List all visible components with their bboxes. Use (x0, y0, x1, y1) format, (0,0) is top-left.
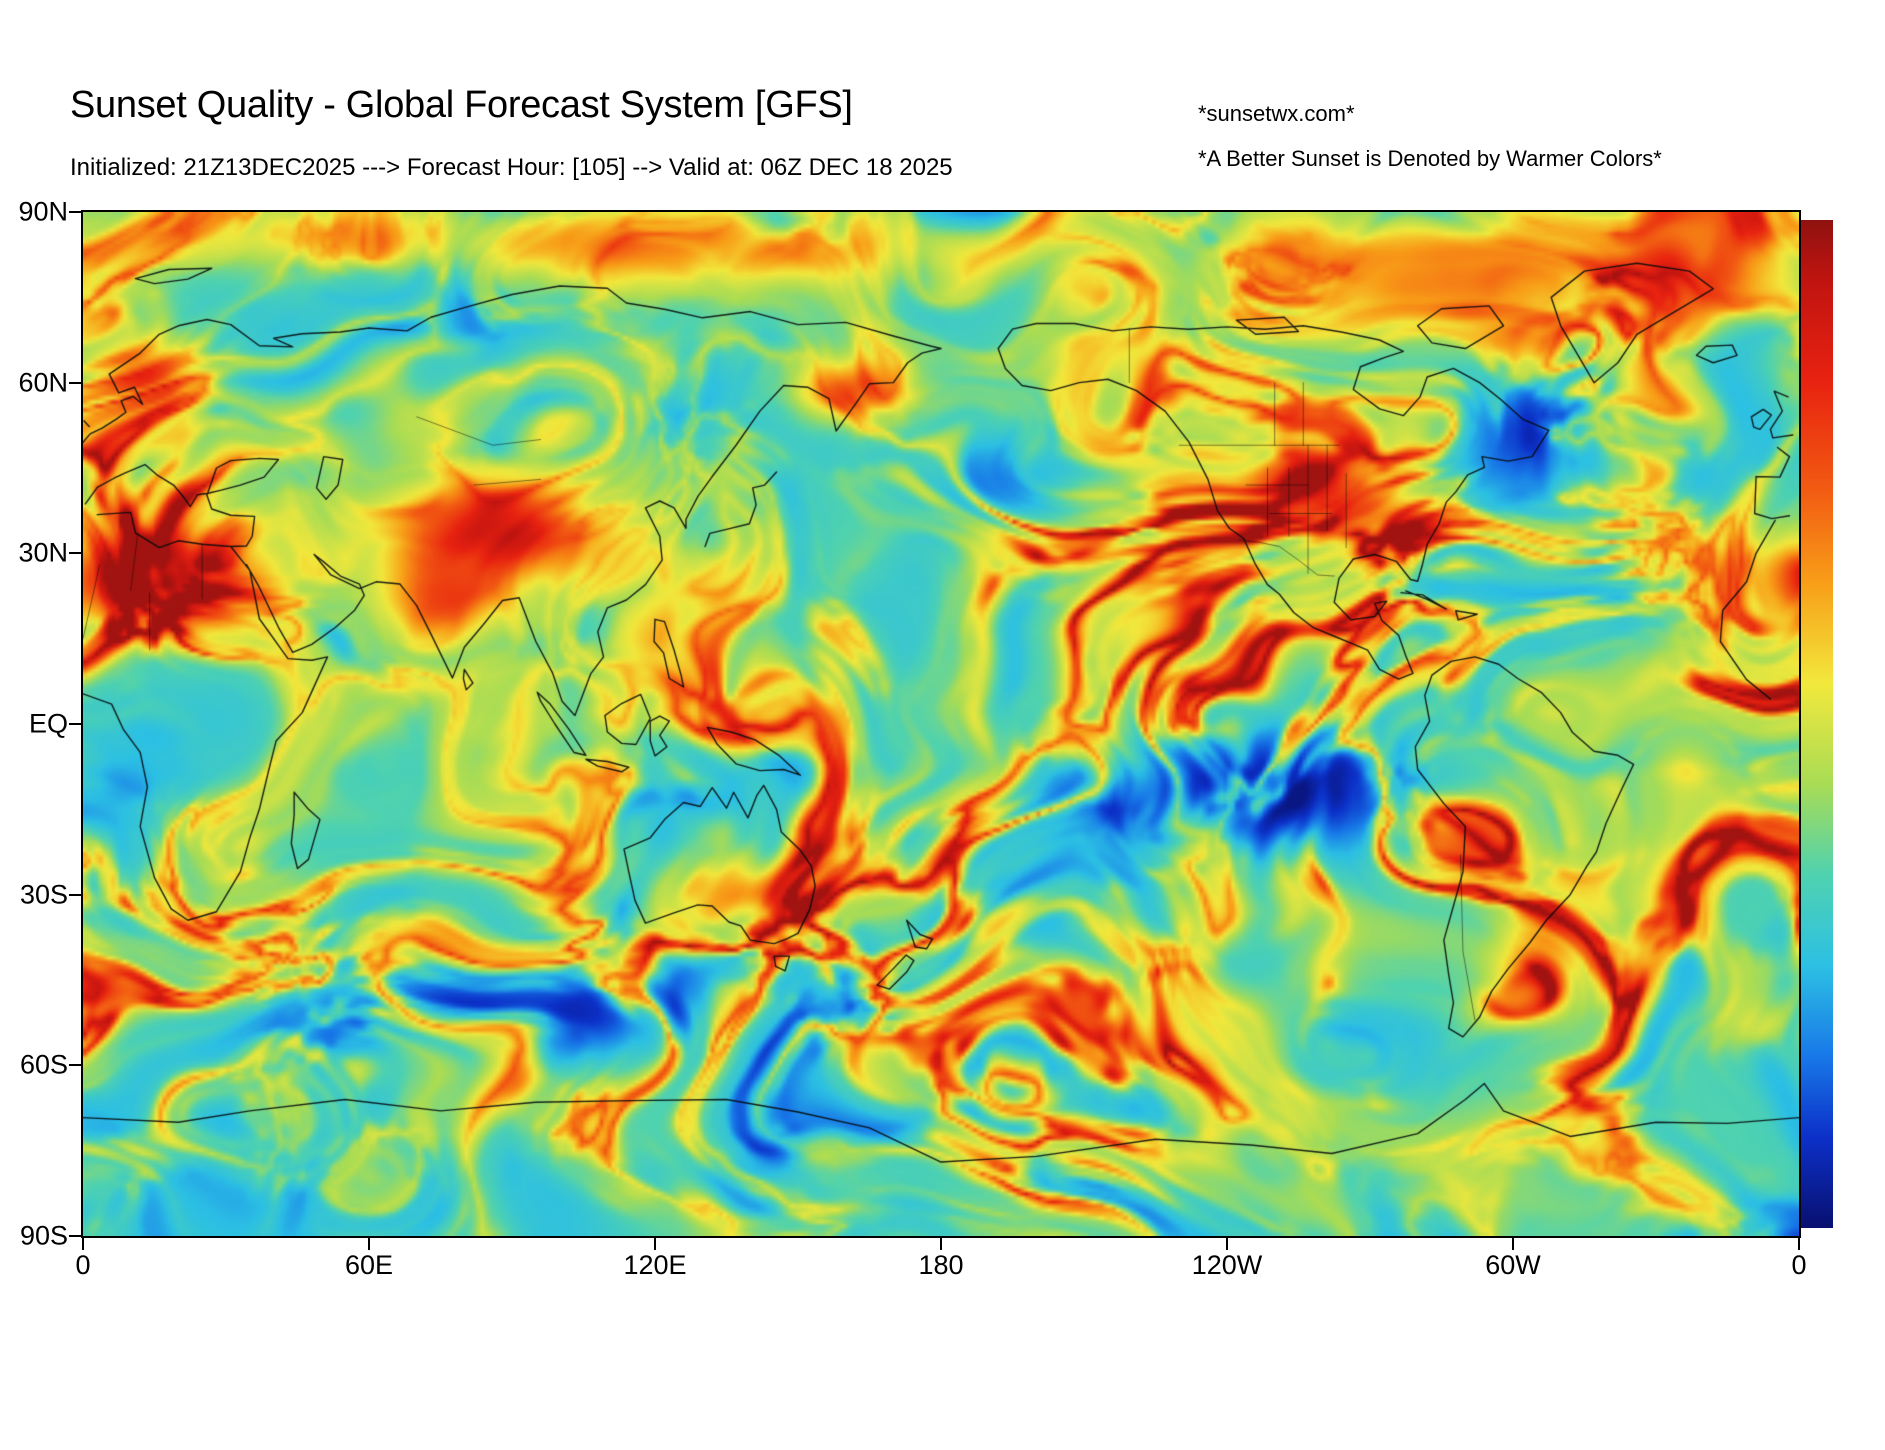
y-axis-tick (69, 723, 81, 725)
x-tick-label: 60E (344, 1250, 394, 1280)
plot-frame (81, 210, 1801, 1238)
watermark-credit: *sunsetwx.com* (1198, 101, 1355, 126)
x-tick-label: 180 (918, 1250, 964, 1280)
x-tick-label: 120E (623, 1250, 687, 1280)
x-axis-tick (82, 1238, 84, 1250)
x-tick-label: 120W (1191, 1250, 1263, 1280)
x-axis-tick (940, 1238, 942, 1250)
x-axis-tick (1512, 1238, 1514, 1250)
figure-title: Sunset Quality - Global Forecast System … (70, 84, 853, 126)
y-tick-label: EQ (28, 708, 68, 739)
world-sunset-quality-heatmap (83, 212, 1799, 1236)
x-axis-tick (1798, 1238, 1800, 1250)
y-axis-tick (69, 552, 81, 555)
y-tick-label: 60S (19, 1049, 68, 1080)
y-axis-tick (69, 381, 81, 384)
x-axis-tick (1226, 1238, 1228, 1250)
y-tick-label: 30N (18, 537, 68, 568)
y-tick-label: 60N (18, 367, 68, 398)
y-tick-label: 90S (19, 1220, 68, 1251)
y-axis-tick (69, 1064, 81, 1067)
x-tick-label: 60W (1485, 1250, 1541, 1280)
figure-subtitle: Initialized: 21Z13DEC2025 ---> Forecast … (70, 154, 953, 181)
colors-explainer-note: *A Better Sunset is Denoted by Warmer Co… (1198, 146, 1662, 171)
x-axis-tick (654, 1238, 656, 1250)
x-tick-label: 0 (1791, 1250, 1807, 1280)
x-axis-tick (368, 1238, 370, 1250)
x-tick-label: 0 (75, 1250, 91, 1280)
colorbar (1801, 220, 1833, 1228)
y-tick-label: 90N (18, 196, 68, 227)
y-tick-label: 30S (19, 879, 68, 910)
y-axis-tick (69, 893, 81, 896)
y-axis-tick (69, 1235, 81, 1237)
y-axis-tick (69, 211, 81, 213)
